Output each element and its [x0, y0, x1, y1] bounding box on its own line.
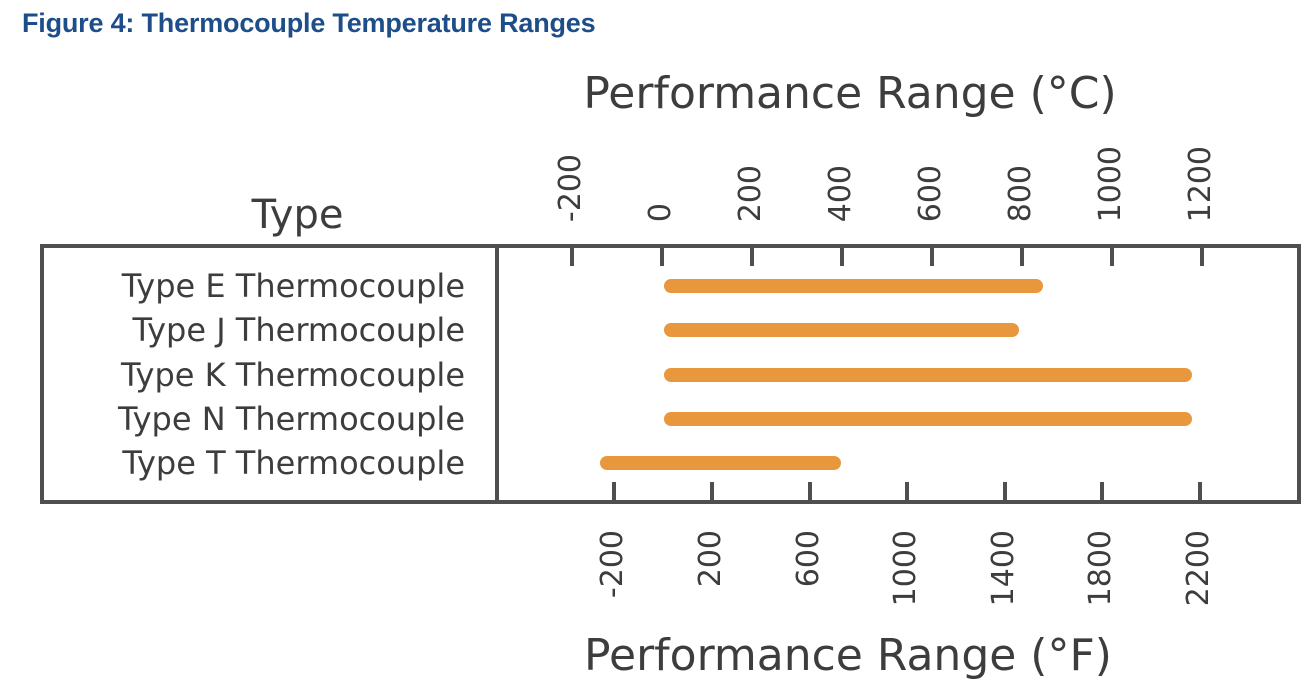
bottom-axis-tick-label: 200: [692, 530, 728, 588]
bottom-axis-tick: [1100, 482, 1105, 500]
bottom-axis-tick-label: 2200: [1180, 530, 1216, 607]
bottom-axis-tick: [709, 482, 714, 500]
top-axis-tick: [1019, 248, 1024, 266]
top-axis-tick: [659, 248, 664, 266]
range-bar: [600, 455, 841, 470]
bottom-axis-tick-label: 1000: [888, 530, 924, 607]
top-axis-title: Performance Range (°C): [583, 68, 1117, 119]
type-column-header: Type: [251, 192, 344, 238]
bottom-axis-tick: [1002, 482, 1007, 500]
bottom-axis-tick: [905, 482, 910, 500]
bottom-axis-tick-label: -200: [595, 530, 631, 599]
bottom-axis-tick-label: 1400: [985, 530, 1021, 607]
top-axis-tick-label: 600: [912, 164, 948, 222]
top-axis-tick-labels: -200 0 200 400 600 800 1000 1200: [497, 130, 1299, 222]
bottom-axis-tick-label: 1800: [1083, 530, 1119, 607]
bottom-axis-tick-label: 600: [790, 530, 826, 588]
top-axis-tick-label: 1200: [1182, 145, 1218, 222]
range-bar: [663, 323, 1020, 338]
top-axis-tick-label: 400: [822, 164, 858, 222]
bottom-axis-tick-labels: -200 200 600 1000 1400 1800 2200: [497, 530, 1299, 640]
bottom-axis-tick: [1197, 482, 1202, 500]
plot-area: [497, 248, 1299, 500]
top-axis-tick: [839, 248, 844, 266]
top-axis-tick: [1199, 248, 1204, 266]
top-axis-tick-label: -200: [552, 153, 588, 222]
bottom-axis-title: Performance Range (°F): [584, 630, 1112, 681]
type-label: Type J Thermocouple: [132, 311, 465, 350]
range-bar: [663, 279, 1044, 294]
type-label: Type T Thermocouple: [122, 443, 465, 482]
range-bar: [663, 411, 1193, 426]
type-label: Type K Thermocouple: [120, 355, 465, 394]
figure-caption: Figure 4: Thermocouple Temperature Range…: [22, 8, 596, 38]
type-label: Type N Thermocouple: [118, 399, 465, 438]
top-axis-tick-label: 800: [1002, 164, 1038, 222]
label-plot-divider: [495, 246, 499, 502]
range-bar: [663, 367, 1193, 382]
type-label: Type E Thermocouple: [121, 267, 465, 306]
top-axis-tick: [929, 248, 934, 266]
top-axis-tick-label: 0: [642, 202, 678, 222]
bottom-axis-tick: [612, 482, 617, 500]
top-axis-tick: [569, 248, 574, 266]
top-axis-tick-label: 200: [732, 164, 768, 222]
chart-frame: [40, 244, 1301, 504]
top-axis-tick: [749, 248, 754, 266]
type-label-column: Type E Thermocouple Type J Thermocouple Ty…: [44, 248, 465, 500]
bottom-axis-tick: [807, 482, 812, 500]
top-axis-tick-label: 1000: [1092, 145, 1128, 222]
top-axis-tick: [1109, 248, 1114, 266]
